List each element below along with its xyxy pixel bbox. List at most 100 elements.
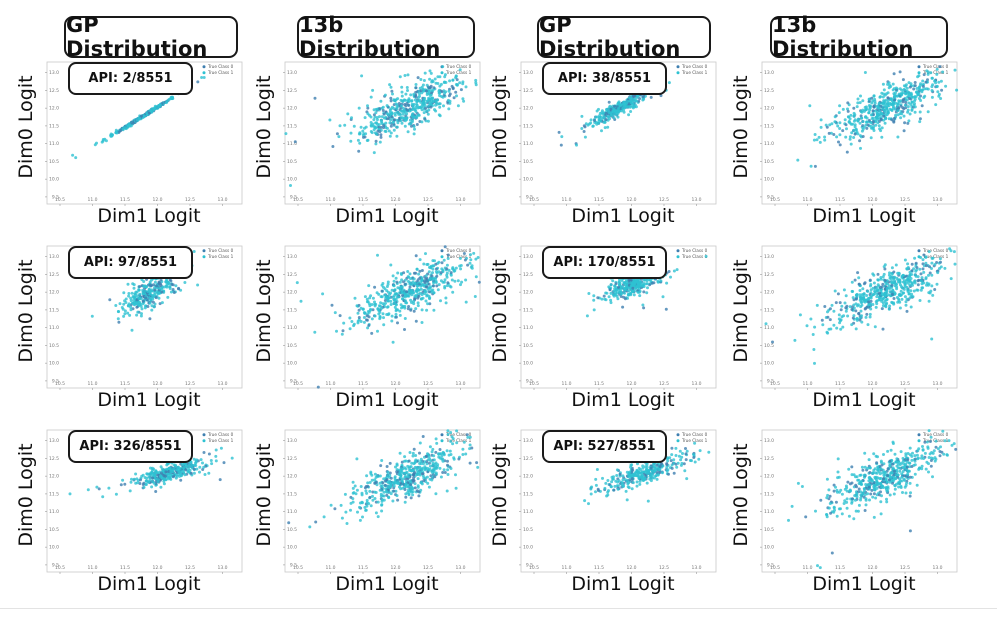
- data-point: [920, 88, 924, 92]
- data-point: [420, 269, 424, 272]
- data-point: [881, 327, 885, 331]
- y-tick-label: 9.5: [526, 562, 533, 568]
- data-point: [631, 286, 635, 290]
- data-point: [335, 329, 338, 333]
- data-point: [599, 119, 603, 123]
- data-point: [355, 457, 359, 461]
- data-point: [913, 256, 917, 260]
- data-point: [634, 470, 638, 474]
- data-point: [392, 295, 395, 299]
- data-point: [883, 291, 887, 295]
- data-point: [903, 121, 907, 125]
- data-point: [864, 123, 868, 127]
- data-point: [367, 324, 371, 327]
- data-point: [890, 301, 894, 305]
- data-point: [916, 288, 920, 292]
- data-point: [189, 471, 193, 475]
- data-point: [845, 127, 848, 131]
- data-point: [887, 86, 891, 90]
- data-point: [172, 291, 176, 294]
- scatter-panel: 10.5 11.0 11.5 12.0 12.5 13.0 9.5 10.0 10.5 11.0 1…: [253, 56, 486, 226]
- x-tick-label: 11.0: [802, 565, 812, 571]
- data-point: [406, 464, 410, 468]
- data-point: [903, 88, 907, 92]
- data-point: [477, 280, 481, 284]
- data-point: [122, 314, 126, 318]
- data-point: [924, 255, 928, 259]
- y-tick-label: 10.0: [523, 177, 533, 183]
- data-point: [330, 303, 334, 307]
- data-point: [854, 309, 858, 313]
- data-point: [829, 131, 833, 135]
- data-point: [414, 454, 418, 457]
- data-point: [869, 296, 873, 300]
- data-point: [185, 465, 189, 468]
- data-point: [852, 314, 856, 318]
- scatter-panel: 10.5 11.0 11.5 12.0 12.5 13.0 9.5 10.0 10.5 11.0 1…: [489, 424, 722, 594]
- data-point: [883, 104, 887, 108]
- data-point: [414, 254, 418, 258]
- data-point: [884, 110, 887, 114]
- data-point: [373, 285, 377, 289]
- data-point: [423, 279, 426, 283]
- data-point: [314, 520, 318, 524]
- y-tick-label: 9.5: [52, 562, 59, 568]
- data-point: [888, 304, 892, 308]
- data-point: [638, 279, 642, 283]
- data-point: [366, 106, 370, 110]
- y-tick-label: 11.5: [764, 491, 774, 497]
- x-tick-label: 12.0: [626, 381, 636, 387]
- data-point: [474, 78, 478, 82]
- data-point: [174, 473, 178, 477]
- data-point: [894, 101, 898, 105]
- data-point: [358, 505, 361, 509]
- data-point: [843, 301, 847, 305]
- data-point: [337, 135, 341, 139]
- data-point: [657, 467, 661, 471]
- scatter-plot: 10.5 11.0 11.5 12.0 12.5 13.09.510.010.511.01…: [760, 429, 958, 574]
- y-tick-label: 11.5: [523, 491, 533, 497]
- data-point: [672, 471, 676, 475]
- data-point: [889, 448, 893, 452]
- x-tick-label: 12.0: [152, 381, 162, 387]
- y-axis-label: Dim0 Logit: [730, 75, 752, 179]
- data-point: [815, 138, 819, 142]
- data-point: [367, 302, 371, 306]
- data-point: [430, 478, 434, 482]
- x-tick-label: 10.5: [770, 381, 780, 387]
- data-point: [289, 184, 292, 187]
- data-point: [884, 282, 888, 286]
- data-point: [877, 101, 881, 105]
- x-tick-label: 13.0: [932, 197, 942, 203]
- data-point: [458, 68, 462, 72]
- data-point: [869, 124, 873, 128]
- data-point: [892, 95, 896, 99]
- data-point: [460, 280, 464, 284]
- api-label: API: 170/8551: [542, 246, 667, 279]
- data-point: [100, 140, 104, 144]
- data-point: [841, 325, 845, 329]
- data-point: [850, 323, 854, 327]
- data-point: [851, 296, 855, 300]
- data-point: [451, 437, 455, 441]
- y-tick-label: 10.0: [49, 177, 59, 183]
- data-point: [351, 480, 355, 484]
- data-point: [142, 280, 146, 283]
- data-point: [313, 96, 317, 100]
- data-point: [343, 123, 347, 127]
- column-header-gp-1: GP Distribution: [64, 13, 238, 61]
- data-point: [844, 309, 848, 313]
- data-point: [915, 90, 919, 94]
- data-point: [430, 97, 433, 101]
- data-point: [867, 300, 871, 304]
- data-point: [370, 317, 374, 321]
- data-point: [386, 290, 390, 294]
- data-point: [409, 483, 413, 487]
- y-tick-label: 11.0: [287, 325, 297, 331]
- data-point: [136, 310, 140, 314]
- data-point: [426, 119, 430, 123]
- x-tick-label: 12.0: [626, 197, 636, 203]
- data-point: [412, 92, 416, 96]
- data-point: [143, 306, 147, 310]
- data-point: [648, 477, 652, 481]
